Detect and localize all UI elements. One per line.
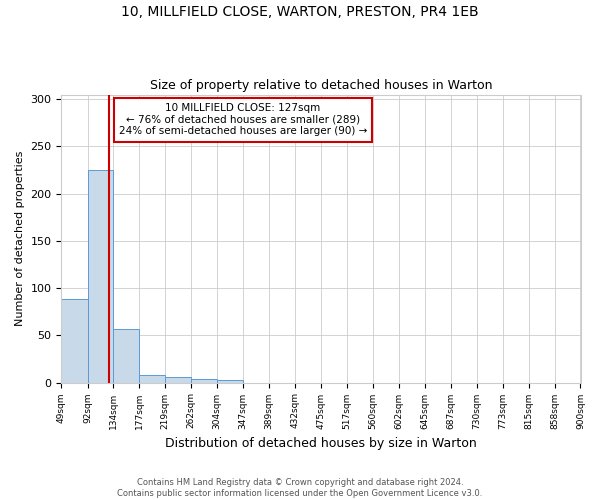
- Text: 10 MILLFIELD CLOSE: 127sqm
← 76% of detached houses are smaller (289)
24% of sem: 10 MILLFIELD CLOSE: 127sqm ← 76% of deta…: [119, 103, 367, 136]
- Bar: [165, 377, 191, 382]
- Text: 10, MILLFIELD CLOSE, WARTON, PRESTON, PR4 1EB: 10, MILLFIELD CLOSE, WARTON, PRESTON, PR…: [121, 5, 479, 19]
- Text: Contains HM Land Registry data © Crown copyright and database right 2024.
Contai: Contains HM Land Registry data © Crown c…: [118, 478, 482, 498]
- Bar: [61, 300, 88, 382]
- Bar: [139, 375, 165, 382]
- Y-axis label: Number of detached properties: Number of detached properties: [15, 151, 25, 326]
- X-axis label: Distribution of detached houses by size in Warton: Distribution of detached houses by size …: [165, 437, 477, 450]
- Bar: [191, 379, 217, 382]
- Title: Size of property relative to detached houses in Warton: Size of property relative to detached ho…: [150, 79, 492, 92]
- Bar: [88, 170, 113, 382]
- Bar: [217, 380, 243, 382]
- Bar: [113, 328, 139, 382]
